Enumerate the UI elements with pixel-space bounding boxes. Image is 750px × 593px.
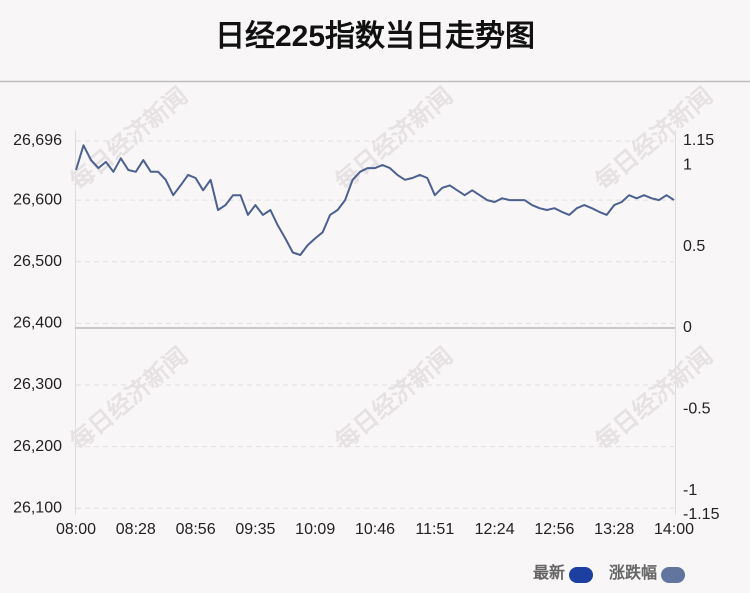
y-tick-label: 26,600 xyxy=(13,191,62,208)
watermark: 每日经济新闻 xyxy=(65,342,193,456)
y-tick-label: 26,100 xyxy=(13,499,62,516)
x-tick-label: 08:00 xyxy=(56,521,96,538)
y-tick-label: 26,300 xyxy=(13,376,62,393)
x-tick-label: 14:00 xyxy=(654,521,694,538)
legend-swatch xyxy=(661,567,686,583)
watermark: 每日经济新闻 xyxy=(65,82,193,196)
y2-tick-label: -1 xyxy=(683,482,697,499)
y2-tick-label: -1.15 xyxy=(683,506,720,523)
x-tick-label: 12:56 xyxy=(534,521,574,538)
y-tick-label: 26,200 xyxy=(13,438,62,455)
watermark: 每日经济新闻 xyxy=(330,342,458,456)
y-tick-label: 26,400 xyxy=(13,315,62,332)
x-tick-label: 08:28 xyxy=(116,521,156,538)
watermark: 每日经济新闻 xyxy=(330,82,458,196)
y2-tick-label: -0.5 xyxy=(683,401,711,418)
watermark: 每日经济新闻 xyxy=(590,342,718,456)
y-tick-label: 26,696 xyxy=(13,132,62,149)
x-tick-label: 10:46 xyxy=(355,521,395,538)
x-tick-label: 09:35 xyxy=(235,521,275,538)
x-tick-label: 13:28 xyxy=(594,521,634,538)
y-tick-label: 26,500 xyxy=(13,253,62,270)
x-tick-label: 12:24 xyxy=(475,521,515,538)
y2-tick-label: 1 xyxy=(683,157,692,174)
legend-swatch xyxy=(569,567,594,583)
x-tick-label: 11:51 xyxy=(415,521,454,538)
chart-title: 日经225指数当日走势图 xyxy=(215,19,535,53)
price-line xyxy=(75,144,675,256)
y2-tick-label: 1.15 xyxy=(683,132,714,149)
x-tick-label: 08:56 xyxy=(176,521,216,538)
x-tick-label: 10:09 xyxy=(295,521,335,538)
y2-tick-label: 0.5 xyxy=(683,238,705,255)
y2-tick-label: 0 xyxy=(683,319,692,336)
legend-label: 涨跌幅 xyxy=(609,563,657,582)
legend-label: 最新 xyxy=(533,563,565,582)
